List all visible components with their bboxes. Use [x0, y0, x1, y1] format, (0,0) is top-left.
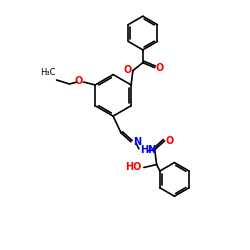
Text: N: N [133, 137, 141, 147]
Text: O: O [166, 136, 174, 146]
Text: O: O [124, 64, 132, 74]
Text: O: O [74, 76, 82, 86]
Text: H₃C: H₃C [40, 68, 56, 77]
Text: HN: HN [140, 145, 156, 155]
Text: O: O [156, 63, 164, 73]
Text: HO: HO [126, 162, 142, 172]
